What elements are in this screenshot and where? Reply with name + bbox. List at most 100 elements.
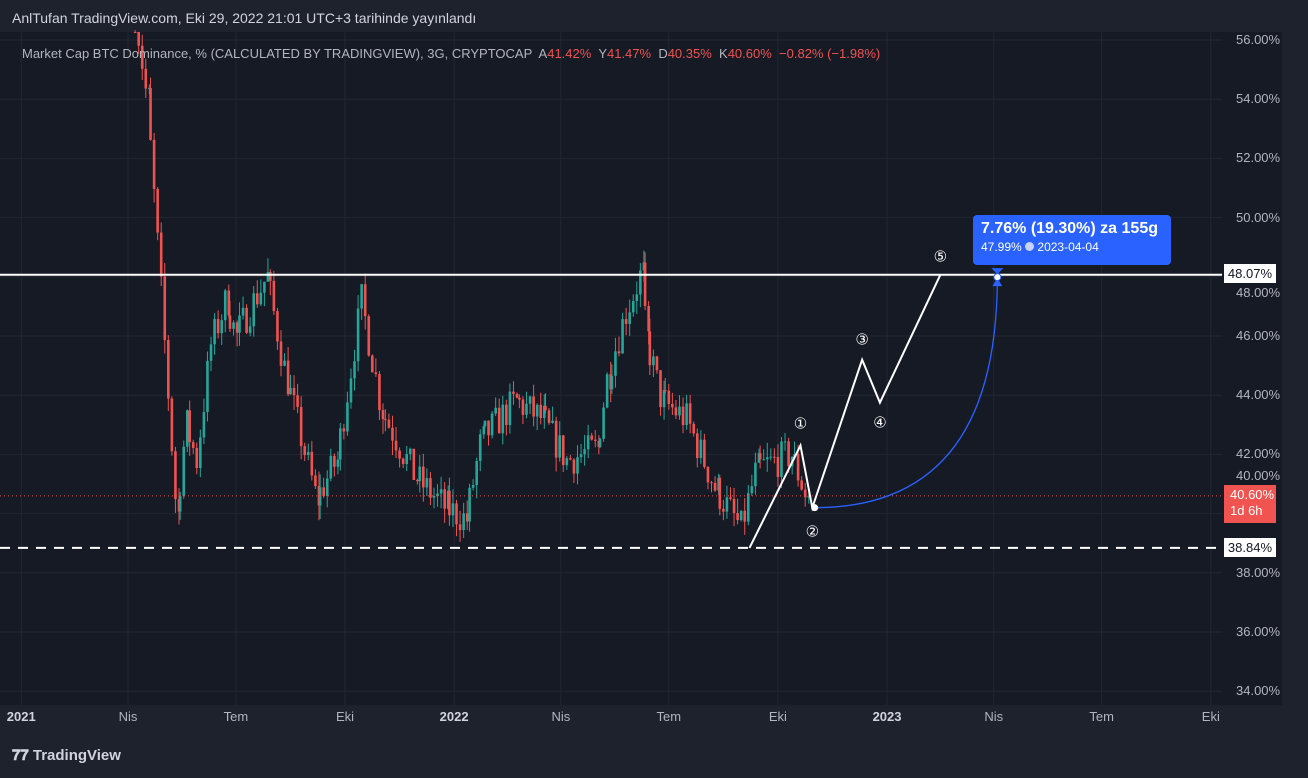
candle-body xyxy=(170,398,174,452)
projection-label[interactable]: 7.76% (19.30%) za 155g 47.99% 2023-04-04 xyxy=(973,215,1171,265)
candle-body xyxy=(140,45,144,69)
candle-body xyxy=(579,454,583,458)
candle-body xyxy=(561,435,565,466)
candle-body xyxy=(306,451,310,456)
candle-body xyxy=(532,396,535,417)
candle-body xyxy=(374,372,378,375)
resistance-price-tag: 48.07% xyxy=(1224,264,1276,283)
low-label: D xyxy=(658,46,668,61)
candle-body xyxy=(590,435,594,440)
candle-body xyxy=(195,447,199,469)
candle-body xyxy=(322,487,325,496)
tradingview-logo[interactable]: 𝟕𝟕 TradingView xyxy=(12,747,121,764)
candle-body xyxy=(349,378,353,403)
candle-body xyxy=(539,404,543,419)
time-tick: 2023 xyxy=(872,709,902,724)
candle-body xyxy=(356,308,360,362)
candle-body xyxy=(518,397,521,400)
projection-change: 7.76% (19.30%) za 155g xyxy=(981,220,1158,237)
candle-body xyxy=(163,276,167,341)
candle-body xyxy=(558,435,562,458)
candle-body xyxy=(199,437,202,469)
candle-body xyxy=(401,458,405,464)
candle-body xyxy=(241,307,245,316)
time-tick: Eki xyxy=(768,709,787,724)
time-tick: Nis xyxy=(551,709,571,724)
candle-body xyxy=(429,478,432,498)
candle-body xyxy=(338,428,342,460)
candle-body xyxy=(528,396,532,404)
candle-body xyxy=(647,305,650,332)
candle-body xyxy=(695,433,699,459)
high-label: Y xyxy=(598,46,607,61)
price-tick: 52.00% xyxy=(1236,150,1281,166)
bar-countdown: 1d 6h xyxy=(1230,503,1263,518)
price-tick: 42.00% xyxy=(1236,446,1281,462)
wave-label: ① xyxy=(794,415,807,433)
candle-body xyxy=(188,410,191,443)
candle-body xyxy=(191,442,195,448)
candle-body xyxy=(223,290,227,321)
candle-body xyxy=(156,188,159,233)
candle-body xyxy=(800,480,803,490)
price-tick: 34.00% xyxy=(1236,683,1281,699)
candle-body xyxy=(699,439,703,459)
candle-body xyxy=(602,407,605,439)
price-tick: 54.00% xyxy=(1236,91,1281,107)
candle-body xyxy=(398,450,401,459)
symbol-legend: Market Cap BTC Dominance, % (CALCULATED … xyxy=(22,46,880,61)
candle-body xyxy=(678,406,681,416)
candle-body xyxy=(289,387,292,395)
candle-body xyxy=(565,458,569,466)
candle-body xyxy=(593,439,597,441)
candle-body xyxy=(554,420,558,458)
clock-icon xyxy=(1025,242,1035,251)
candle-body xyxy=(367,316,371,356)
price-tick: 46.00% xyxy=(1236,328,1281,343)
candle-body xyxy=(286,360,290,395)
candle-body xyxy=(296,395,299,407)
candle-body xyxy=(512,391,515,394)
candle-body xyxy=(605,374,609,408)
candle-body xyxy=(639,270,642,295)
candle-body xyxy=(314,475,317,487)
close-value: 40.60% xyxy=(727,46,772,61)
candle-body xyxy=(465,513,469,522)
candle-body xyxy=(576,457,579,474)
price-tick: 38.00% xyxy=(1236,564,1281,580)
candle-body xyxy=(617,351,621,354)
candle-body xyxy=(263,281,266,293)
candle-body xyxy=(535,404,539,417)
time-tick: Tem xyxy=(1089,709,1114,724)
candle-body xyxy=(621,319,624,354)
candle-body xyxy=(216,319,220,334)
candle-body xyxy=(342,428,346,432)
candle-body xyxy=(471,484,475,488)
price-tick: 56.00% xyxy=(1236,32,1281,47)
candle-body xyxy=(167,340,170,399)
candle-body xyxy=(299,406,303,447)
candle-body xyxy=(783,441,787,443)
candle-body xyxy=(276,311,279,342)
candle-body xyxy=(729,497,732,499)
candle-body xyxy=(245,307,248,333)
candle-body xyxy=(232,322,235,329)
candle-body xyxy=(451,503,455,516)
candle-body xyxy=(706,466,710,483)
candle-body xyxy=(482,426,486,435)
candle-body xyxy=(583,449,586,455)
low-value: 40.35% xyxy=(667,46,712,61)
candle-body xyxy=(432,496,436,498)
candle-body xyxy=(754,462,757,487)
candle-body xyxy=(144,68,148,89)
time-tick: Eki xyxy=(336,709,355,724)
candle-body xyxy=(394,440,398,451)
candle-body xyxy=(628,312,631,324)
candle-body xyxy=(490,413,494,436)
candle-body xyxy=(739,510,743,521)
candle-body xyxy=(408,448,412,455)
candle-body xyxy=(718,477,722,509)
candle-body xyxy=(544,405,547,411)
candle-body xyxy=(353,361,356,379)
